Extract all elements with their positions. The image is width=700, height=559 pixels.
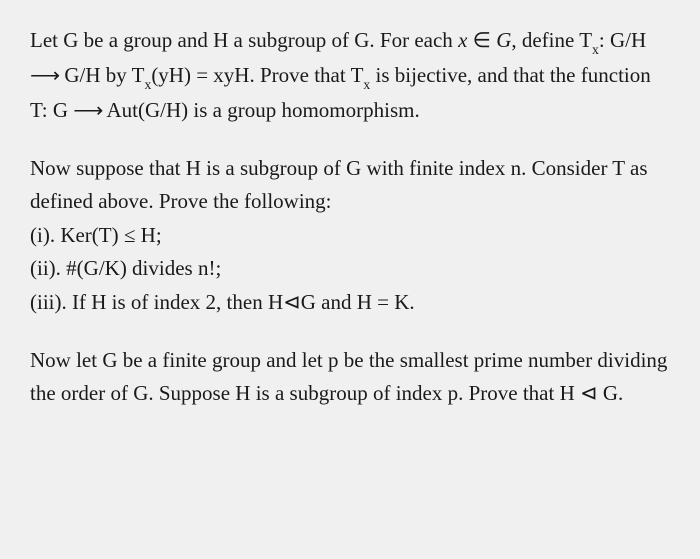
math-in: ∈	[473, 28, 491, 52]
text: (yH) = xyH. Prove that T	[151, 63, 363, 87]
text: G/H by T	[59, 63, 144, 87]
arrow-icon: ⟶	[30, 63, 59, 87]
text: : G/H	[599, 28, 646, 52]
paragraph-1: Let G be a group and H a subgroup of G. …	[30, 24, 670, 128]
math-x: x	[458, 28, 467, 52]
text: H;	[135, 223, 161, 247]
text: G.	[598, 381, 624, 405]
text: , define T	[511, 28, 592, 52]
item-iii: (iii). If H is of index 2, then H⊲G and …	[30, 286, 670, 320]
text: Now let G be a finite group and let p be…	[30, 348, 667, 406]
text: Now suppose that H is a subgroup of G wi…	[30, 152, 670, 219]
item-i: (i). Ker(T) ≤ H;	[30, 219, 670, 253]
text: Aut(G/H) is a group homomorphism.	[102, 98, 419, 122]
normal-icon: ⊲	[580, 381, 598, 405]
paragraph-2: Now suppose that H is a subgroup of G wi…	[30, 152, 670, 320]
item-ii: (ii). #(G/K) divides n!;	[30, 252, 670, 286]
text: (iii). If H is of index 2, then H	[30, 290, 283, 314]
leq-icon: ≤	[124, 223, 136, 247]
arrow-icon: ⟶	[73, 98, 102, 122]
normal-icon: ⊲	[283, 290, 301, 314]
text: G and H = K.	[301, 290, 415, 314]
text: (i). Ker(T)	[30, 223, 124, 247]
sub-x: x	[363, 77, 370, 92]
sub-x: x	[592, 42, 599, 57]
sub-x: x	[144, 77, 151, 92]
math-G: G	[496, 28, 511, 52]
text: Let G be a group and H a subgroup of G. …	[30, 28, 458, 52]
paragraph-3: Now let G be a finite group and let p be…	[30, 344, 670, 411]
